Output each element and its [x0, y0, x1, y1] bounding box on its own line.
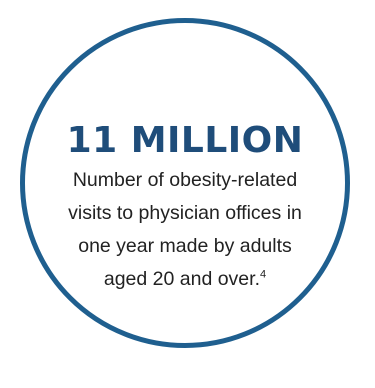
- stat-description-text: aged 20 and over.: [103, 268, 260, 290]
- stat-description-line: visits to physician offices in: [68, 202, 302, 224]
- stat-content: 11 MILLION Number of obesity-related vis…: [35, 120, 335, 296]
- stat-description: Number of obesity-related visits to phys…: [35, 164, 335, 296]
- stat-description-line: one year made by adults: [78, 235, 292, 257]
- stat-description-line-last: aged 20 and over.4: [35, 263, 335, 296]
- stat-description-line: Number of obesity-related: [72, 169, 298, 191]
- stat-circle: [20, 18, 350, 348]
- stat-value: 11 MILLION: [66, 120, 304, 161]
- footnote-marker: 4: [260, 268, 267, 281]
